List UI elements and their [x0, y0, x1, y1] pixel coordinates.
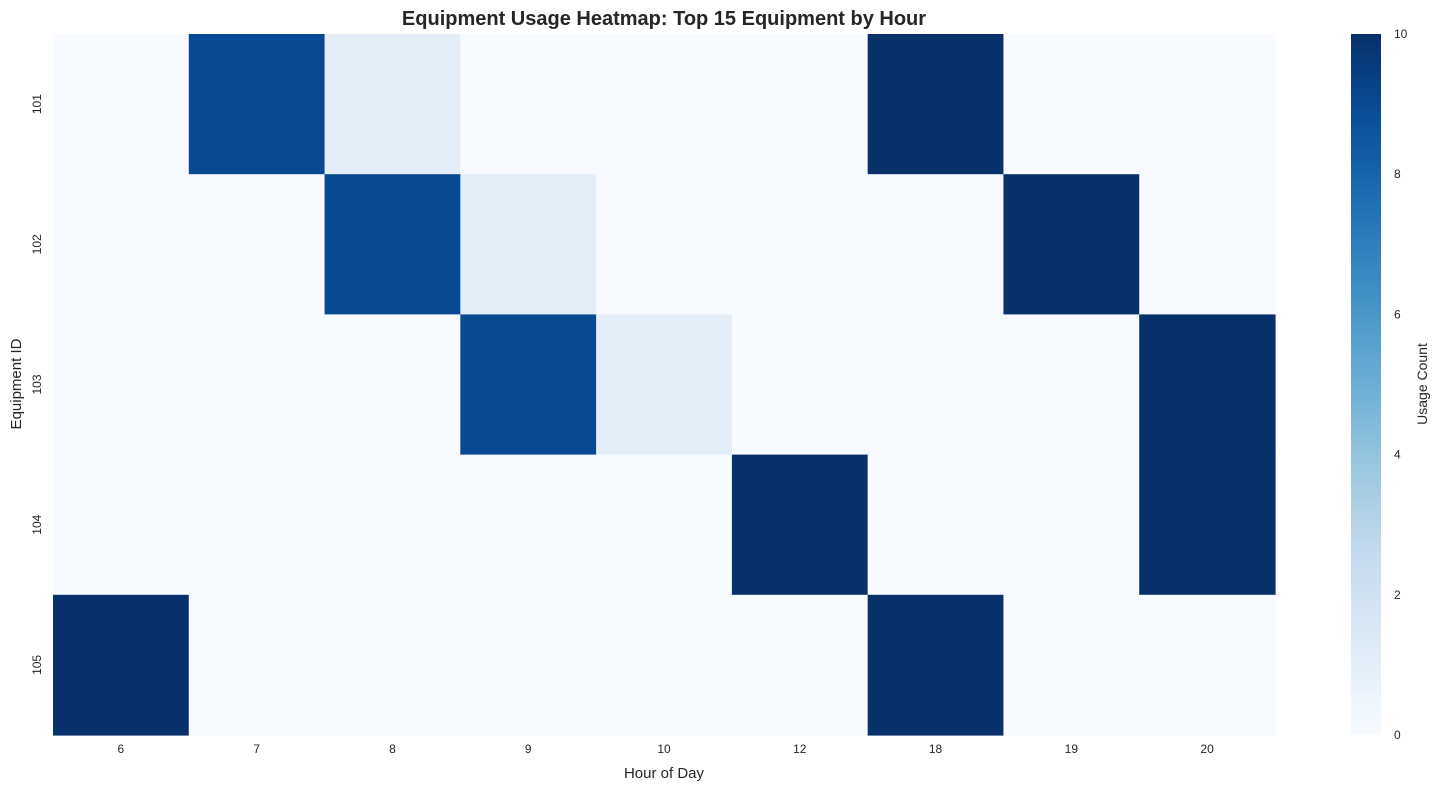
heatmap-cell-104-8 [324, 454, 461, 596]
heatmap-cell-104-9 [460, 454, 597, 596]
heatmap-cell-102-8 [324, 174, 461, 315]
colorbar-tick-label: 6 [1394, 307, 1401, 321]
heatmap-cell-101-7 [188, 34, 326, 175]
heatmap-cell-105-20 [1139, 594, 1276, 736]
heatmap-cell-105-19 [1003, 594, 1140, 736]
heatmap-cell-101-19 [1003, 34, 1140, 175]
heatmap-cell-104-19 [1003, 454, 1140, 596]
heatmap-cell-105-9 [460, 594, 597, 736]
x-tick-label: 10 [657, 742, 671, 756]
heatmap-cell-101-8 [324, 34, 461, 175]
colorbar-label: Usage Count [1414, 343, 1430, 425]
heatmap-cell-101-18 [867, 34, 1005, 175]
heatmap-cell-102-10 [596, 174, 733, 315]
heatmap-cell-101-6 [53, 34, 190, 175]
colorbar-ticks: 0 2 4 6 8 10 [1394, 27, 1408, 742]
heatmap-cell-103-19 [1003, 314, 1140, 456]
x-tick-label: 9 [525, 742, 532, 756]
heatmap-cell-105-7 [188, 594, 326, 736]
colorbar-tick-label: 10 [1394, 27, 1408, 41]
x-tick-label: 18 [929, 742, 943, 756]
heatmap-cell-105-6 [53, 594, 190, 736]
heatmap-cell-103-8 [324, 314, 461, 456]
y-tick-label: 103 [30, 374, 44, 394]
x-tick-label: 6 [118, 742, 125, 756]
heatmap-cell-103-20 [1139, 314, 1276, 456]
heatmap-cell-102-12 [731, 174, 869, 315]
heatmap-cell-104-18 [867, 454, 1005, 596]
heatmap-cell-101-12 [731, 34, 869, 175]
x-tick-label: 12 [793, 742, 807, 756]
heatmap-cell-102-6 [53, 174, 190, 315]
x-axis-label: Hour of Day [624, 765, 705, 782]
colorbar-tick-label: 8 [1394, 167, 1401, 181]
heatmap-cell-104-12 [731, 454, 869, 596]
heatmap-cell-103-12 [731, 314, 869, 456]
x-tick-label: 19 [1065, 742, 1079, 756]
y-tick-label: 101 [30, 94, 44, 114]
chart-title: Equipment Usage Heatmap: Top 15 Equipmen… [402, 8, 926, 30]
heatmap-cell-103-10 [596, 314, 733, 456]
heatmap-cell-104-6 [53, 454, 190, 596]
y-tick-labels: 101 102 103 104 105 [30, 94, 44, 675]
heatmap-cell-104-7 [188, 454, 326, 596]
heatmap-cell-104-10 [596, 454, 733, 596]
heatmap-cell-102-7 [188, 174, 326, 315]
heatmap-cell-101-20 [1139, 34, 1276, 175]
heatmap-cell-102-18 [867, 174, 1005, 315]
heatmap-cell-103-9 [460, 314, 597, 456]
heatmap-cell-103-18 [867, 314, 1005, 456]
colorbar-tick-label: 2 [1394, 588, 1401, 602]
heatmap-cell-105-8 [324, 594, 461, 736]
colorbar-tick-label: 4 [1394, 448, 1401, 462]
x-tick-label: 20 [1200, 742, 1214, 756]
y-axis-label: Equipment ID [8, 338, 25, 429]
heatmap-cell-103-6 [53, 314, 190, 456]
heatmap-cell-102-9 [460, 174, 597, 315]
heatmap-cells [53, 34, 1276, 736]
heatmap-cell-102-20 [1139, 174, 1276, 315]
heatmap-cell-101-10 [596, 34, 733, 175]
x-tick-label: 7 [253, 742, 260, 756]
heatmap-cell-103-7 [188, 314, 326, 456]
y-tick-label: 102 [30, 234, 44, 254]
colorbar [1351, 34, 1381, 735]
heatmap-cell-102-19 [1003, 174, 1140, 315]
heatmap-cell-105-10 [596, 594, 733, 736]
heatmap-cell-105-18 [867, 594, 1005, 736]
heatmap-cell-105-12 [731, 594, 869, 736]
x-tick-label: 8 [389, 742, 396, 756]
x-tick-labels: 6 7 8 9 10 12 18 19 20 [118, 742, 1215, 756]
y-tick-label: 105 [30, 655, 44, 675]
y-tick-label: 104 [30, 514, 44, 534]
heatmap-cell-101-9 [460, 34, 597, 175]
heatmap-cell-104-20 [1139, 454, 1276, 596]
colorbar-tick-label: 0 [1394, 728, 1401, 742]
